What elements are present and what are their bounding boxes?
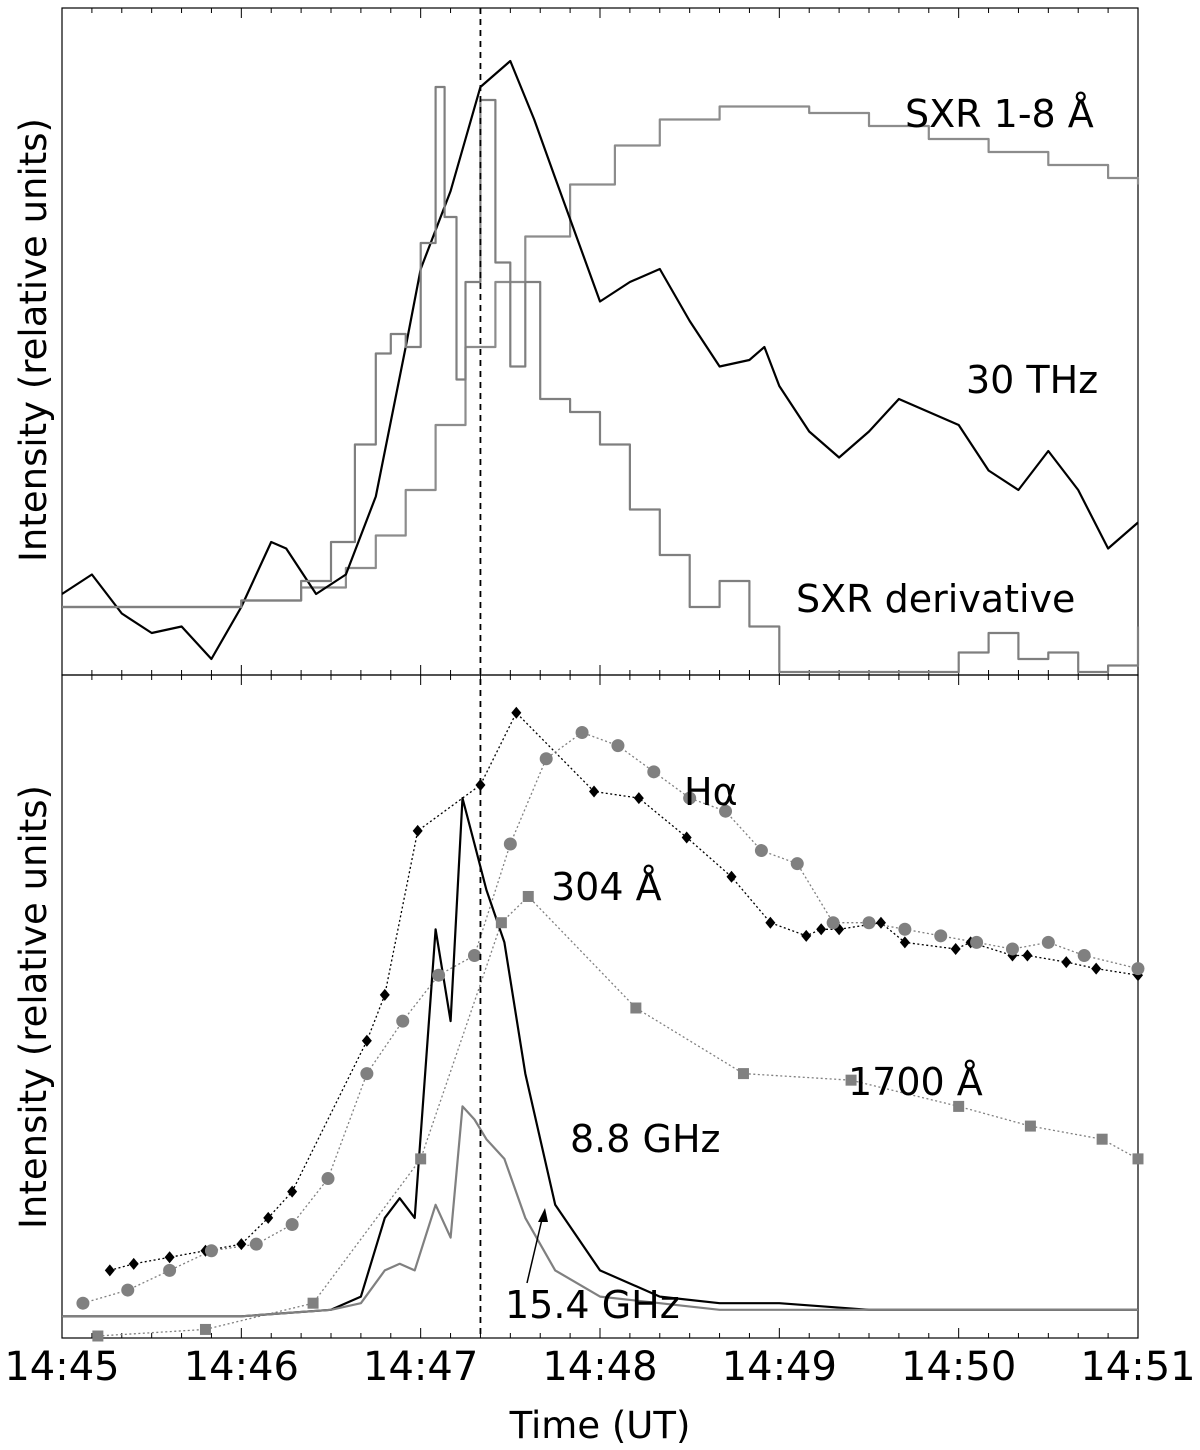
marker-304 xyxy=(76,1296,90,1310)
marker-h xyxy=(801,929,812,942)
marker-h xyxy=(236,1238,247,1251)
marker-h xyxy=(164,1251,175,1264)
marker-h xyxy=(104,1264,115,1277)
marker-304 xyxy=(1005,942,1019,956)
marker-304 xyxy=(121,1283,135,1297)
marker-h xyxy=(1061,956,1072,969)
tick-marks xyxy=(61,8,1139,1338)
bottom-y-axis-label: Intensity (relative units) xyxy=(12,785,55,1229)
marker-1700 xyxy=(737,1068,749,1080)
marker-h xyxy=(511,706,522,719)
series-line-304 xyxy=(82,731,1139,1304)
label-8-8-ghz: 8.8 GHz xyxy=(570,1117,720,1161)
marker-1700 xyxy=(307,1297,319,1309)
x-tick-label: 14:50 xyxy=(901,1344,1016,1390)
marker-304 xyxy=(503,837,517,851)
marker-1700 xyxy=(953,1100,965,1112)
arrow-15-4-ghz xyxy=(526,1214,544,1284)
label-sxr-1-8: SXR 1-8 Å xyxy=(905,92,1094,136)
bottom-panel-frame xyxy=(61,674,1139,1339)
marker-h xyxy=(765,916,776,929)
marker-304 xyxy=(898,922,912,936)
top-y-axis-label: Intensity (relative units) xyxy=(12,118,55,562)
marker-1700 xyxy=(1096,1133,1108,1145)
bottom-series-group xyxy=(62,712,1139,1337)
marker-304 xyxy=(611,739,625,753)
x-tick-label: 14:49 xyxy=(722,1344,837,1390)
label-15-4-ghz: 15.4 GHz xyxy=(505,1283,680,1327)
marker-304 xyxy=(934,929,948,943)
series-line-15-4-ghz xyxy=(62,1105,1138,1318)
arrowhead-15-4-ghz xyxy=(538,1208,548,1222)
series-line-h xyxy=(109,712,1139,1272)
marker-304 xyxy=(1077,949,1091,963)
marker-304 xyxy=(249,1237,263,1251)
marker-304 xyxy=(396,1014,410,1028)
label-halpha: Hα xyxy=(684,770,738,814)
top-series-group xyxy=(61,59,1140,674)
marker-304 xyxy=(647,765,661,779)
marker-h xyxy=(1022,949,1033,962)
marker-1700 xyxy=(522,890,534,902)
marker-h xyxy=(950,942,961,955)
marker-304 xyxy=(826,916,840,930)
marker-1700 xyxy=(1132,1153,1144,1165)
marker-h xyxy=(589,785,600,798)
marker-h xyxy=(412,824,423,837)
marker-304 xyxy=(321,1172,335,1186)
marker-304 xyxy=(360,1067,374,1081)
marker-h xyxy=(899,936,910,949)
marker-h xyxy=(361,1034,372,1047)
marker-h xyxy=(681,831,692,844)
marker-h xyxy=(475,778,486,791)
marker-1700 xyxy=(845,1074,857,1086)
x-axis-label: Time (UT) xyxy=(509,1404,691,1447)
marker-h xyxy=(875,916,886,929)
x-tick-label: 14:45 xyxy=(4,1344,119,1390)
marker-304 xyxy=(204,1244,218,1258)
marker-h xyxy=(816,923,827,936)
x-tick-labels: 14:45 14:46 14:47 14:48 14:49 14:50 14:51 xyxy=(4,1344,1195,1390)
marker-304 xyxy=(539,752,553,766)
marker-h xyxy=(287,1185,298,1198)
marker-h xyxy=(379,988,390,1001)
label-30-thz: 30 THz xyxy=(966,358,1098,402)
marker-h xyxy=(726,870,737,883)
marker-1700 xyxy=(630,1002,642,1014)
marker-h xyxy=(128,1257,139,1270)
marker-1700 xyxy=(1024,1120,1036,1132)
x-tick-label: 14:46 xyxy=(184,1344,299,1390)
marker-304 xyxy=(467,949,481,963)
marker-304 xyxy=(683,791,697,805)
series-line-30-thz xyxy=(61,59,1139,661)
marker-group xyxy=(76,706,1145,1342)
label-304: 304 Å xyxy=(551,865,662,909)
series-line-sxr-1-8 xyxy=(62,105,1140,609)
series-line-sxr-derivative xyxy=(62,85,1140,674)
marker-h xyxy=(1091,962,1102,975)
marker-304 xyxy=(1131,962,1145,976)
marker-1700 xyxy=(415,1153,427,1165)
marker-h xyxy=(263,1211,274,1224)
marker-304 xyxy=(970,935,984,949)
label-sxr-derivative: SXR derivative xyxy=(796,577,1075,621)
marker-304 xyxy=(754,844,768,858)
marker-304 xyxy=(790,857,804,871)
x-tick-label: 14:47 xyxy=(363,1344,478,1390)
marker-304 xyxy=(1041,935,1055,949)
x-tick-label: 14:51 xyxy=(1080,1344,1195,1390)
marker-304 xyxy=(432,968,446,982)
x-tick-label: 14:48 xyxy=(542,1344,657,1390)
marker-1700 xyxy=(92,1330,104,1342)
marker-h xyxy=(633,792,644,805)
marker-1700 xyxy=(495,917,507,929)
marker-304 xyxy=(719,804,733,818)
marker-304 xyxy=(862,916,876,930)
marker-304 xyxy=(285,1217,299,1231)
marker-1700 xyxy=(199,1323,211,1335)
label-1700: 1700 Å xyxy=(848,1060,983,1104)
marker-304 xyxy=(163,1263,177,1277)
marker-304 xyxy=(575,725,589,739)
